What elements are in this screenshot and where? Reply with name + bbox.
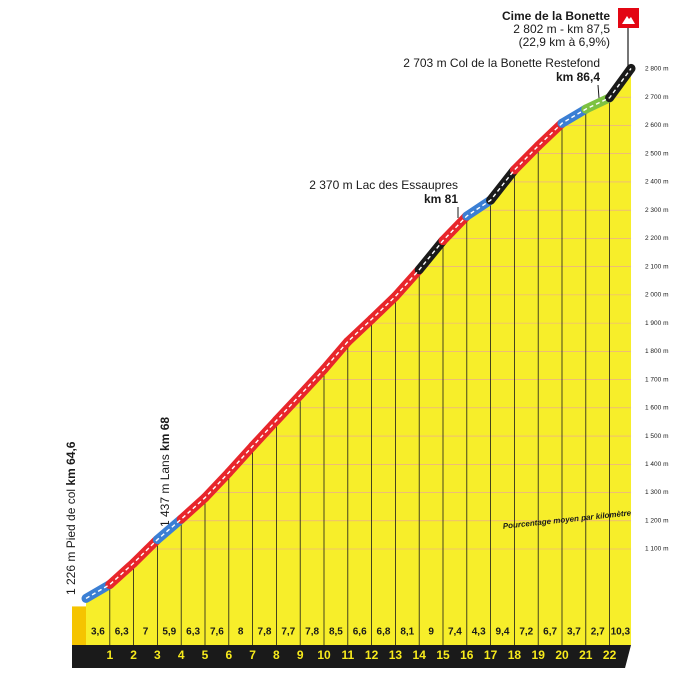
x-tick-label: 8 bbox=[273, 648, 280, 662]
y-tick-label: 2 700 m bbox=[645, 94, 669, 101]
gradient-label: 5,9 bbox=[162, 627, 176, 638]
x-tick-label: 19 bbox=[532, 648, 546, 662]
profile-fill bbox=[86, 68, 632, 645]
annotation: 2 370 m Lac des Essaupres bbox=[309, 178, 458, 192]
x-tick-label: 15 bbox=[436, 648, 450, 662]
flag bbox=[618, 8, 639, 28]
y-tick-label: 1 300 m bbox=[645, 489, 669, 496]
annotation-km: km 68 bbox=[158, 417, 172, 451]
y-tick-label: 1 100 m bbox=[645, 546, 669, 553]
x-tick-label: 5 bbox=[202, 648, 209, 662]
annotation-km: km 86,4 bbox=[556, 70, 600, 84]
x-tick-label: 3 bbox=[154, 648, 161, 662]
gradient-label: 7,8 bbox=[305, 627, 319, 638]
gradient-label: 6,3 bbox=[115, 627, 129, 638]
x-tick-label: 21 bbox=[579, 648, 593, 662]
x-tick-label: 6 bbox=[225, 648, 232, 662]
y-tick-label: 1 700 m bbox=[645, 376, 669, 383]
gradient-label: 8 bbox=[238, 627, 244, 638]
background: 1 100 m 1 200 m 1 300 m 1 400 m 1 500 m 1 600… bbox=[72, 66, 669, 668]
summit-title: Cime de la Bonette bbox=[502, 9, 610, 23]
gradient-label: 7,4 bbox=[448, 627, 462, 638]
y-tick-label: 2 600 m bbox=[645, 122, 669, 129]
y-tick-label: 2 300 m bbox=[645, 207, 669, 214]
gradient-label: 7,2 bbox=[519, 627, 533, 638]
gradient-label: 7 bbox=[143, 627, 149, 638]
flag-icon bbox=[622, 16, 635, 24]
annotation-km: km 81 bbox=[424, 192, 458, 206]
y-tick-label: 2 200 m bbox=[645, 235, 669, 242]
gradient-label: 8,5 bbox=[329, 627, 343, 638]
x-tick-label: 20 bbox=[555, 648, 569, 662]
y-tick-label: 1 500 m bbox=[645, 433, 669, 440]
gradient-label: 9 bbox=[428, 627, 434, 638]
x-tick-label: 18 bbox=[508, 648, 522, 662]
y-tick-label: 1 400 m bbox=[645, 461, 669, 468]
base-block bbox=[72, 606, 86, 645]
summit-info: (22,9 km à 6,9%) bbox=[519, 35, 610, 49]
annotation: 1 437 m Lans km 68 bbox=[158, 417, 172, 527]
x-tick-label: 14 bbox=[413, 648, 427, 662]
annotation: 2 703 m Col de la Bonette Restefond bbox=[403, 56, 600, 70]
x-tick-label: 16 bbox=[460, 648, 474, 662]
gradient-label: 3,7 bbox=[567, 627, 581, 638]
y-tick-label: 2 800 m bbox=[645, 66, 669, 73]
y-tick-label: 1 200 m bbox=[645, 517, 669, 524]
x-tick-label: 7 bbox=[249, 648, 256, 662]
y-tick-label: 2 100 m bbox=[645, 263, 669, 270]
x-tick-label: 1 bbox=[106, 648, 113, 662]
annotation: 1 226 m Pied de col km 64,6 bbox=[64, 441, 78, 595]
annotation-text: 1 437 m Lans bbox=[158, 454, 172, 527]
x-tick-label: 4 bbox=[178, 648, 185, 662]
x-tick-label: 12 bbox=[365, 648, 379, 662]
x-tick-label: 11 bbox=[341, 648, 354, 662]
x-tick-label: 13 bbox=[389, 648, 403, 662]
summit-info: 2 802 m - km 87,5 bbox=[513, 22, 610, 36]
y-tick-label: 2 500 m bbox=[645, 150, 669, 157]
gradient-label: 2,7 bbox=[591, 627, 605, 638]
y-tick-label: 2 000 m bbox=[645, 292, 669, 299]
gradient-label: 3,6 bbox=[91, 627, 105, 638]
leader bbox=[597, 84, 600, 99]
annotation-text: 1 226 m Pied de col bbox=[64, 489, 78, 595]
gradient-label: 4,3 bbox=[472, 627, 486, 638]
profile-line bbox=[85, 68, 632, 600]
x-tick-label: 2 bbox=[130, 648, 137, 662]
gradient-label: 6,8 bbox=[377, 627, 391, 638]
gradient-label: 6,6 bbox=[353, 627, 367, 638]
gradient-label: 7,8 bbox=[258, 627, 272, 638]
x-tick-label: 10 bbox=[317, 648, 331, 662]
y-tick-label: 1 900 m bbox=[645, 320, 669, 327]
gradient-label: 9,4 bbox=[496, 627, 510, 638]
y-tick-label: 1 600 m bbox=[645, 405, 669, 412]
profile bbox=[81, 63, 636, 603]
bottom-band bbox=[72, 645, 632, 668]
y-tick-label: 2 400 m bbox=[645, 179, 669, 186]
gradient-label: 6,3 bbox=[186, 627, 200, 638]
gradient-label: 6,7 bbox=[543, 627, 557, 638]
x-tick-label: 22 bbox=[603, 648, 617, 662]
x-tick-label: 17 bbox=[484, 648, 498, 662]
gradient-label: 7,6 bbox=[210, 627, 224, 638]
x-tick-label: 9 bbox=[297, 648, 304, 662]
gradient-label: 10,3 bbox=[611, 627, 631, 638]
gradient-label: 7,7 bbox=[281, 627, 295, 638]
annotation-km: km 64,6 bbox=[64, 441, 78, 485]
y-tick-label: 1 800 m bbox=[645, 348, 669, 355]
gradient-label: 8,1 bbox=[400, 627, 414, 638]
